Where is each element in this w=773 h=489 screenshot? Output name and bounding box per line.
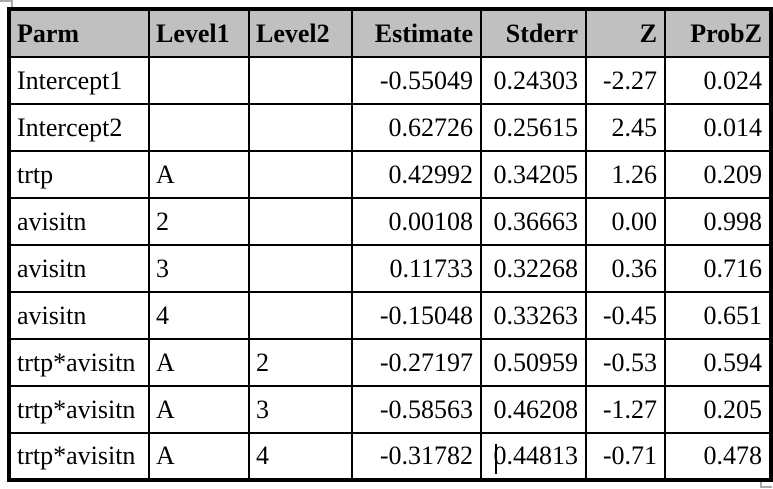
table-cell[interactable]: trtp*avisitn <box>8 385 150 434</box>
table-cell[interactable] <box>248 150 353 199</box>
table-cell[interactable]: -0.45 <box>585 291 666 340</box>
table-row: trtp*avisitn A 3 -0.58563 0.46208 -1.27 … <box>8 385 772 434</box>
table-cell[interactable]: 0.478 <box>664 432 772 481</box>
selection-corner-artifact-bottom-right <box>760 477 772 488</box>
table-cell[interactable] <box>248 56 353 105</box>
column-header-parm[interactable]: Parm <box>8 8 150 58</box>
table-cell[interactable] <box>148 56 250 105</box>
table-cell[interactable]: 0.998 <box>664 197 772 246</box>
table-cell[interactable]: -0.58563 <box>351 385 482 434</box>
table-row: trtp*avisitn A 2 -0.27197 0.50959 -0.53 … <box>8 338 772 387</box>
table-cell[interactable]: avisitn <box>8 291 150 340</box>
table-cell[interactable]: -0.71 <box>585 432 666 481</box>
table-cell[interactable]: 0.42992 <box>351 150 482 199</box>
table-cell[interactable]: trtp <box>8 150 150 199</box>
table-cell[interactable]: 2.45 <box>585 103 666 152</box>
table-cell[interactable]: 3 <box>148 244 250 293</box>
table-cell[interactable]: A <box>148 432 250 481</box>
table-cell[interactable]: trtp*avisitn <box>8 432 150 481</box>
table-row: avisitn 2 0.00108 0.36663 0.00 0.998 <box>8 197 772 246</box>
table-cell[interactable]: 2 <box>148 197 250 246</box>
table-cell[interactable]: 0.50959 <box>480 338 587 387</box>
table-cell[interactable]: Intercept2 <box>8 103 150 152</box>
table-cell[interactable]: A <box>148 385 250 434</box>
table-cell[interactable]: Intercept1 <box>8 56 150 105</box>
table-cell[interactable] <box>248 103 353 152</box>
table-row: trtp*avisitn A 4 -0.31782 0.44813 -0.71 … <box>8 432 772 481</box>
table-cell[interactable]: -0.55049 <box>351 56 482 105</box>
table-cell[interactable] <box>248 197 353 246</box>
table-cell[interactable]: 4 <box>148 291 250 340</box>
table-cell[interactable]: 0.209 <box>664 150 772 199</box>
column-header-level2[interactable]: Level2 <box>248 8 353 58</box>
table-cell[interactable]: 4 <box>248 432 353 481</box>
table-cell[interactable]: 0.00 <box>585 197 666 246</box>
table-cell[interactable]: 2 <box>248 338 353 387</box>
table-cell[interactable]: 0.36 <box>585 244 666 293</box>
column-header-probz[interactable]: ProbZ <box>664 8 772 58</box>
table-cell[interactable]: -0.53 <box>585 338 666 387</box>
table-cell[interactable]: 0.11733 <box>351 244 482 293</box>
table-cell[interactable]: 0.32268 <box>480 244 587 293</box>
table-cell[interactable]: 1.26 <box>585 150 666 199</box>
table-cell[interactable]: 0.33263 <box>480 291 587 340</box>
table-cell[interactable]: -0.27197 <box>351 338 482 387</box>
table-cell[interactable]: 0.205 <box>664 385 772 434</box>
table-cell[interactable]: 0.44813 <box>480 432 587 481</box>
table-cell[interactable]: 0.014 <box>664 103 772 152</box>
table-cell[interactable] <box>248 291 353 340</box>
table-row: avisitn 3 0.11733 0.32268 0.36 0.716 <box>8 244 772 293</box>
table-cell[interactable] <box>148 103 250 152</box>
table-header-row: Parm Level1 Level2 Estimate Stderr Z Pro… <box>8 8 772 58</box>
table-cell[interactable]: 0.716 <box>664 244 772 293</box>
table-cell[interactable] <box>248 244 353 293</box>
table-cell[interactable]: 0.00108 <box>351 197 482 246</box>
table-cell[interactable]: 0.46208 <box>480 385 587 434</box>
table-cell[interactable]: 0.24303 <box>480 56 587 105</box>
table-cell[interactable]: A <box>148 150 250 199</box>
table-cell[interactable]: avisitn <box>8 244 150 293</box>
table-row: trtp A 0.42992 0.34205 1.26 0.209 <box>8 150 772 199</box>
table-cell[interactable]: -0.31782 <box>351 432 482 481</box>
column-header-stderr[interactable]: Stderr <box>480 8 587 58</box>
table-cell[interactable]: trtp*avisitn <box>8 338 150 387</box>
text-cursor-caret <box>495 444 497 474</box>
table-row: Intercept1 -0.55049 0.24303 -2.27 0.024 <box>8 56 772 105</box>
table-cell[interactable]: 0.25615 <box>480 103 587 152</box>
table-cell[interactable]: A <box>148 338 250 387</box>
table-cell[interactable]: 0.62726 <box>351 103 482 152</box>
table-cell[interactable]: 0.34205 <box>480 150 587 199</box>
table-cell[interactable]: 3 <box>248 385 353 434</box>
table-cell[interactable]: 0.651 <box>664 291 772 340</box>
table-cell[interactable]: avisitn <box>8 197 150 246</box>
column-header-level1[interactable]: Level1 <box>148 8 250 58</box>
column-header-estimate[interactable]: Estimate <box>351 8 482 58</box>
table-cell[interactable]: 0.024 <box>664 56 772 105</box>
table-row: avisitn 4 -0.15048 0.33263 -0.45 0.651 <box>8 291 772 340</box>
table-cell[interactable]: -1.27 <box>585 385 666 434</box>
parameter-estimates-table: Parm Level1 Level2 Estimate Stderr Z Pro… <box>7 7 773 482</box>
table-cell[interactable]: 0.594 <box>664 338 772 387</box>
table-cell[interactable]: -2.27 <box>585 56 666 105</box>
column-header-z[interactable]: Z <box>585 8 666 58</box>
table-cell[interactable]: 0.36663 <box>480 197 587 246</box>
table-row: Intercept2 0.62726 0.25615 2.45 0.014 <box>8 103 772 152</box>
table-cell[interactable]: -0.15048 <box>351 291 482 340</box>
